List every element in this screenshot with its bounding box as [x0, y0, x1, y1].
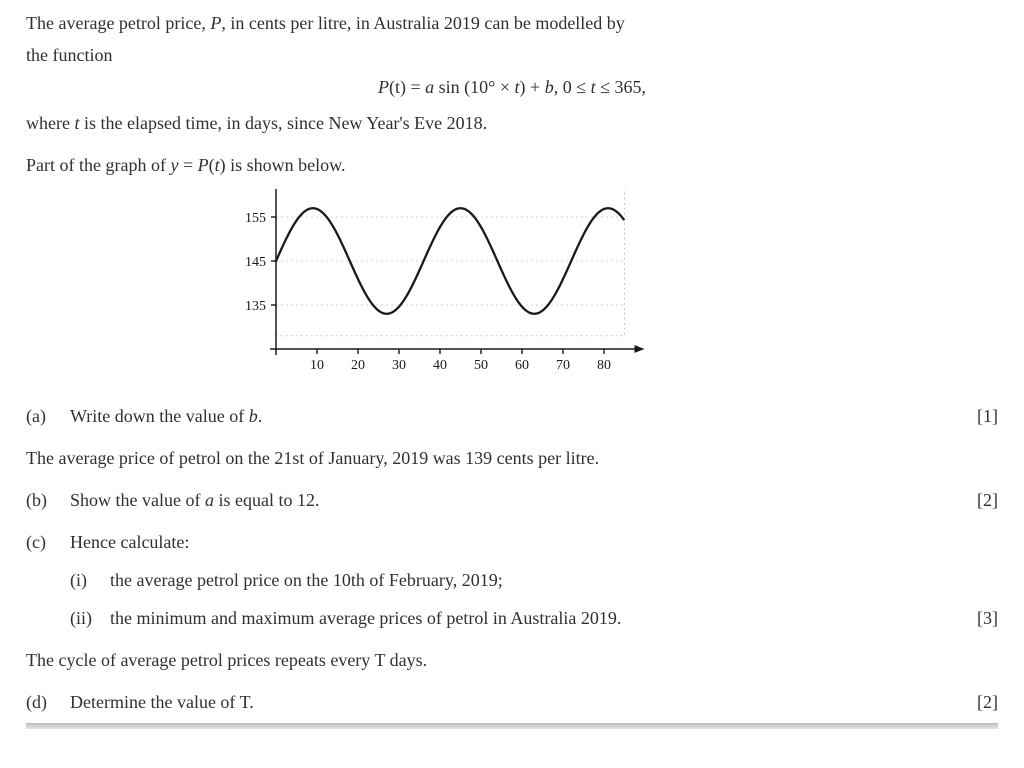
- q-label: (d): [26, 689, 70, 717]
- svg-text:145: 145: [245, 255, 266, 270]
- q-label: (b): [26, 487, 70, 515]
- info-line-2: The cycle of average petrol prices repea…: [26, 647, 998, 675]
- petrol-price-chart: 1351451551020304050607080yt: [206, 189, 646, 389]
- svg-text:135: 135: [245, 299, 266, 314]
- svg-text:40: 40: [433, 358, 447, 373]
- question-c-i: (i) the average petrol price on the 10th…: [26, 567, 998, 595]
- var-P: P: [198, 155, 209, 175]
- svg-text:60: 60: [515, 358, 529, 373]
- svg-text:70: 70: [556, 358, 570, 373]
- var-b: b: [249, 406, 258, 426]
- q-marks: [1]: [958, 403, 998, 431]
- sub-label: (i): [70, 567, 110, 595]
- var-a: a: [425, 77, 434, 97]
- question-b: (b) Show the value of a is equal to 12. …: [26, 487, 998, 515]
- intro-line-3: where t is the elapsed time, in days, si…: [26, 110, 998, 138]
- q-text: Hence calculate:: [70, 529, 958, 557]
- sub-label: (ii): [70, 605, 110, 633]
- model-formula: P(t) = a sin (10° × t) + b, 0 ≤ t ≤ 365,: [26, 74, 998, 102]
- var-b: b: [545, 77, 554, 97]
- intro-line-4: Part of the graph of y = P(t) is shown b…: [26, 152, 998, 180]
- intro-line-2: the function: [26, 42, 998, 70]
- q-label: (a): [26, 403, 70, 431]
- var-a: a: [205, 490, 214, 510]
- q-marks: [2]: [958, 487, 998, 515]
- text: , in cents per litre, in Australia 2019 …: [221, 13, 624, 33]
- intro-line-1: The average petrol price, P, in cents pe…: [26, 10, 998, 38]
- chart-container: 1351451551020304050607080yt: [206, 189, 998, 389]
- var-P: P: [210, 13, 221, 33]
- q-marks: [3]: [958, 605, 998, 633]
- info-line-1: The average price of petrol on the 21st …: [26, 445, 998, 473]
- svg-text:80: 80: [597, 358, 611, 373]
- svg-text:30: 30: [392, 358, 406, 373]
- q-text: Determine the value of T.: [70, 689, 958, 717]
- question-d: (d) Determine the value of T. [2]: [26, 689, 998, 717]
- q-text: Show the value of a is equal to 12.: [70, 487, 958, 515]
- question-c: (c) Hence calculate:: [26, 529, 998, 557]
- q-marks: [2]: [958, 689, 998, 717]
- sub-text: the average petrol price on the 10th of …: [110, 567, 958, 595]
- question-a: (a) Write down the value of b. [1]: [26, 403, 998, 431]
- question-c-ii: (ii) the minimum and maximum average pri…: [26, 605, 998, 633]
- text: The average petrol price,: [26, 13, 210, 33]
- bottom-shadow: [26, 723, 998, 729]
- exam-question-page: The average petrol price, P, in cents pe…: [0, 0, 1024, 717]
- sub-text: the minimum and maximum average prices o…: [110, 605, 958, 633]
- q-label: (c): [26, 529, 70, 557]
- svg-text:155: 155: [245, 211, 266, 226]
- q-text: Write down the value of b.: [70, 403, 958, 431]
- svg-text:50: 50: [474, 358, 488, 373]
- svg-text:10: 10: [310, 358, 324, 373]
- svg-text:20: 20: [351, 358, 365, 373]
- var-P: P: [378, 77, 389, 97]
